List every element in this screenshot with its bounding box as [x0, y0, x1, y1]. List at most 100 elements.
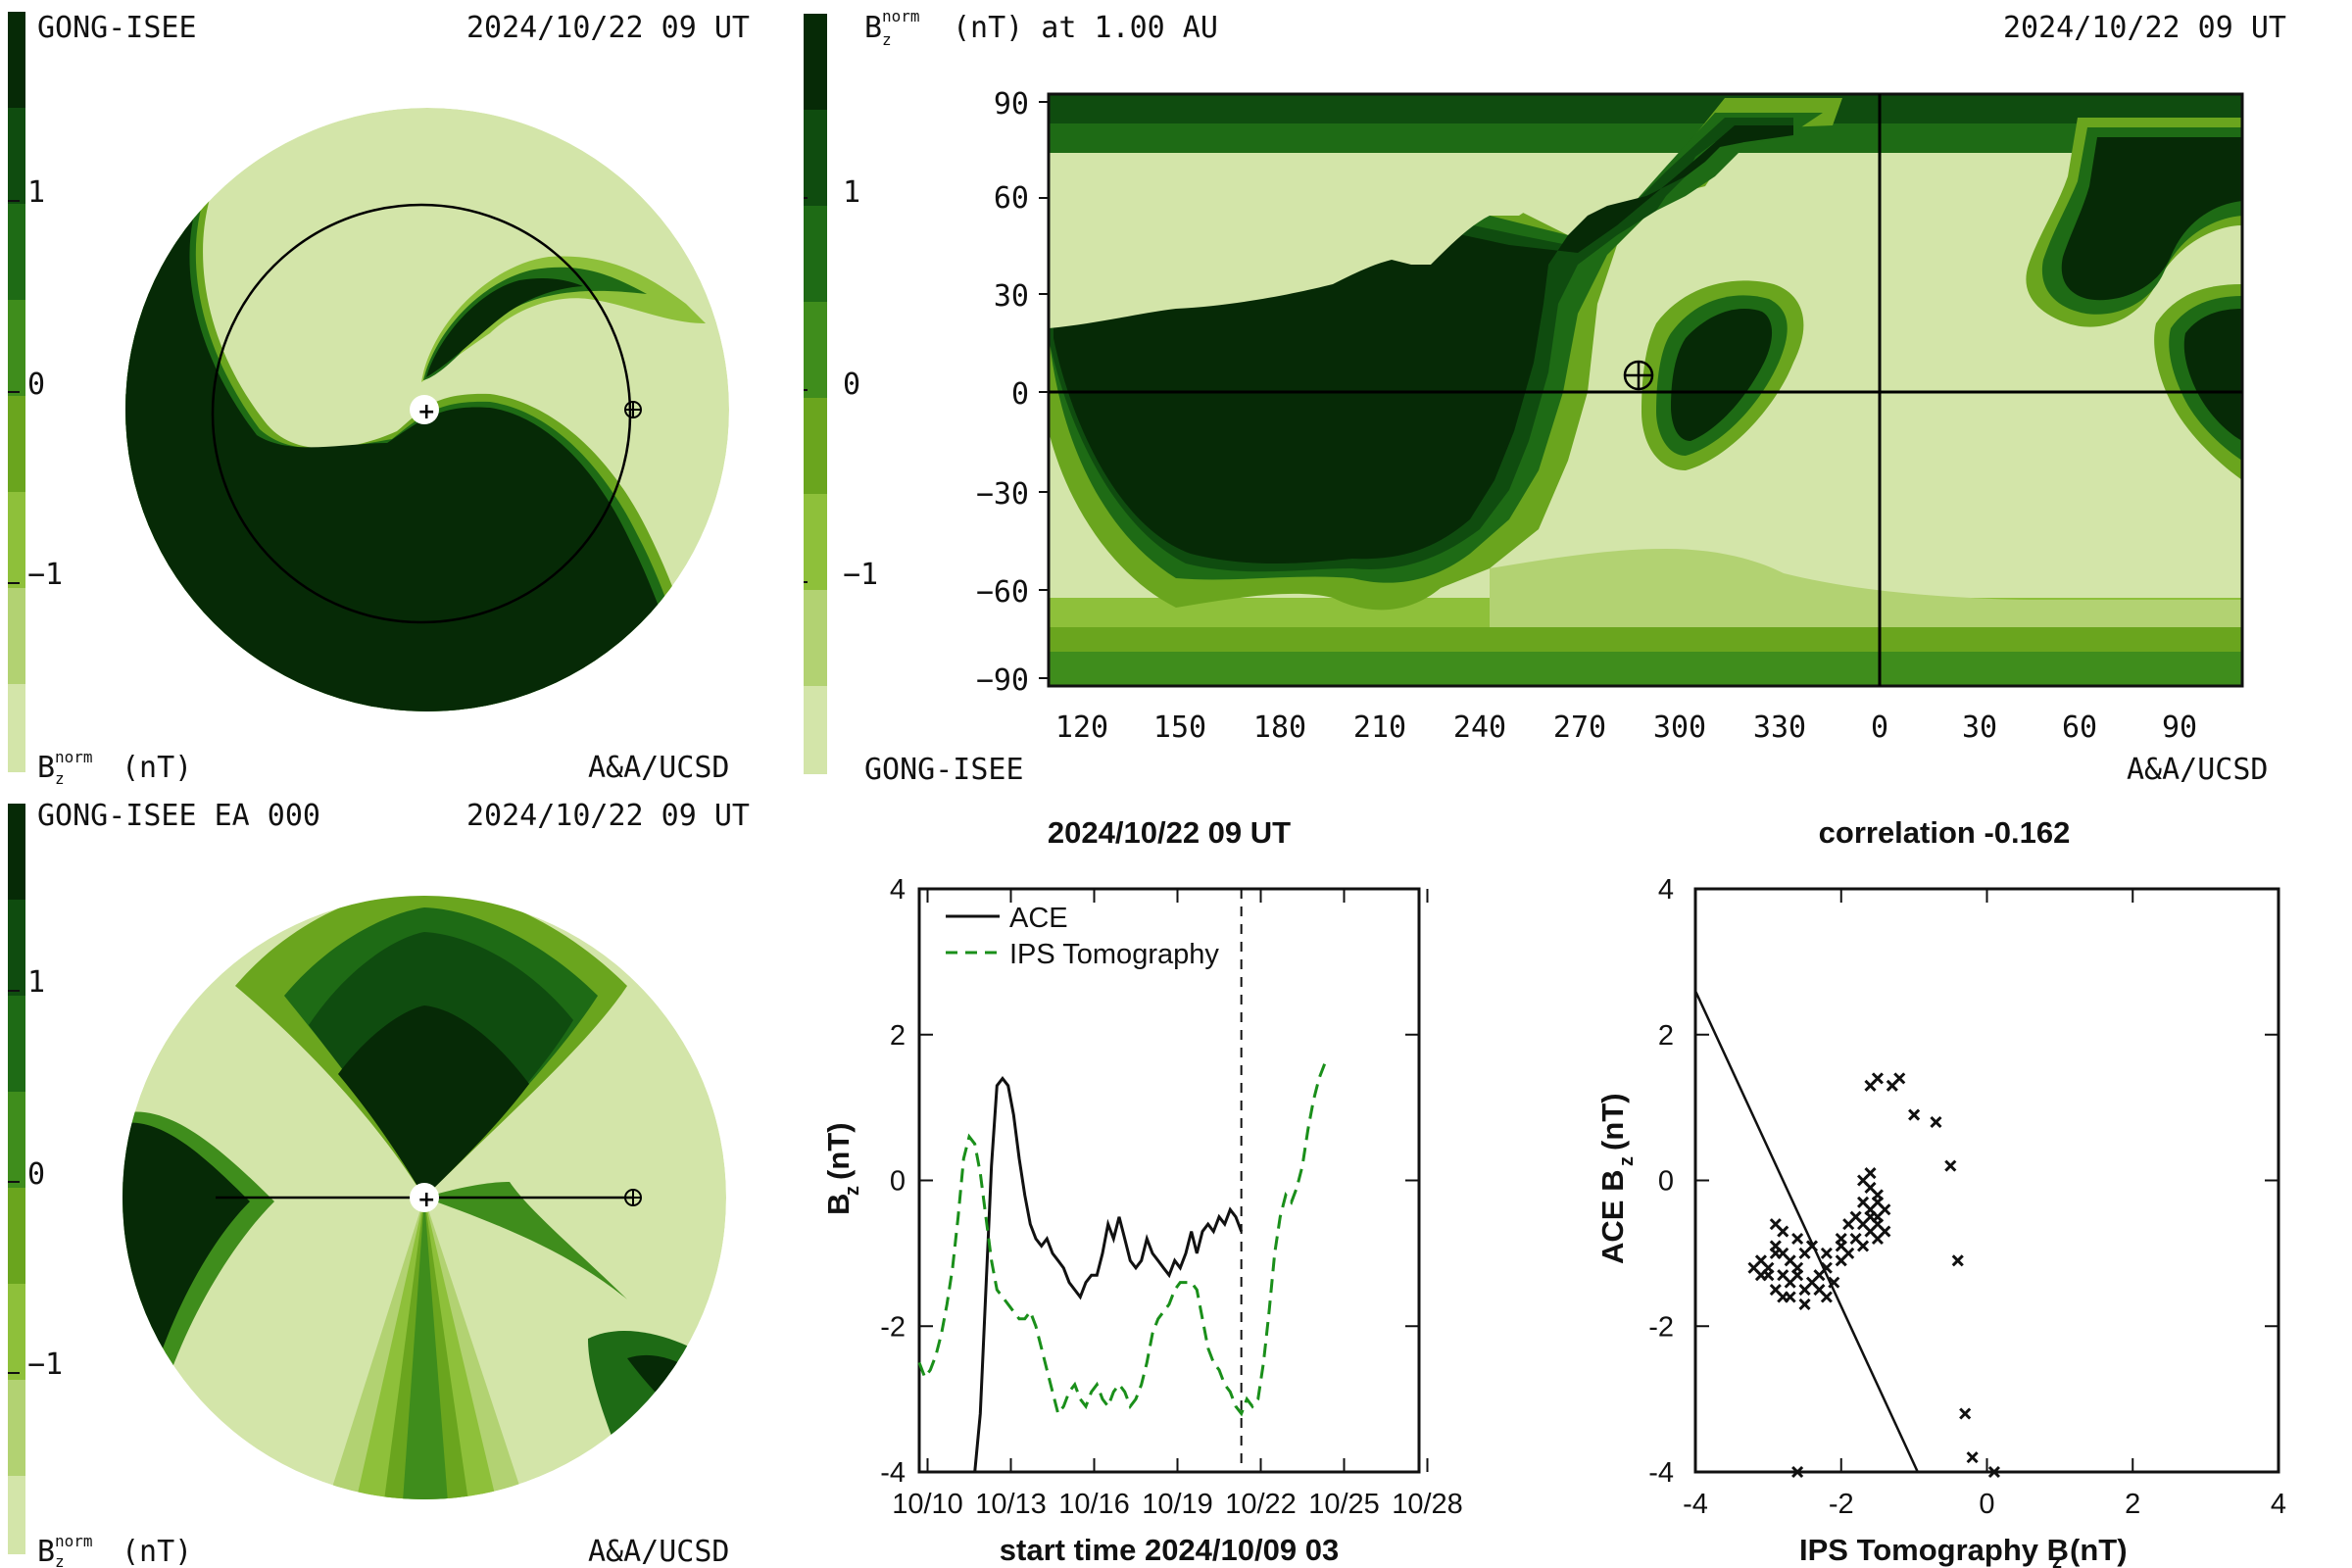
y-tick-label: -2	[880, 1311, 906, 1343]
polar-disk-top	[125, 108, 729, 711]
x-tick-label: 270	[1553, 710, 1606, 745]
x-tick-label: 10/13	[975, 1489, 1047, 1520]
svg-text:norm: norm	[55, 748, 93, 766]
series-line-ace	[973, 1075, 1244, 1473]
y-tick-label: −90	[976, 663, 1029, 698]
colorbar-tick-label: 1	[27, 175, 45, 210]
colorbar-map: 1 0 −1	[804, 14, 878, 774]
scatter-point	[1769, 1240, 1782, 1252]
y-tick-label: 0	[890, 1166, 906, 1198]
colorbar-seg	[8, 204, 25, 300]
panel-units-label: B z norm (nT)	[37, 748, 192, 788]
x-tick-label: -2	[1829, 1489, 1854, 1520]
svg-text:z: z	[2052, 1551, 2062, 1568]
map-title: B z norm (nT) at 1.00 AU	[864, 7, 1218, 49]
scatter-point	[1769, 1218, 1782, 1231]
scatter-point	[1754, 1269, 1767, 1282]
svg-text:+: +	[417, 400, 435, 424]
scatter-point	[1857, 1174, 1870, 1187]
x-axis: 10/10 10/13 10/16 10/19 10/22 10/25 10/28	[892, 889, 1463, 1520]
credit-label: A&A/UCSD	[588, 1535, 730, 1568]
chart-title: correlation -0.162	[1819, 815, 2071, 850]
svg-text:(nT): (nT)	[1595, 1093, 1630, 1151]
y-axis: 4 2 0 -2 -4	[880, 874, 1419, 1489]
y-tick-label: −30	[976, 477, 1029, 512]
y-tick-label: 30	[994, 279, 1029, 314]
scatter-point	[1849, 1232, 1862, 1246]
credit-label: A&A/UCSD	[2127, 753, 2269, 787]
sun-icon	[410, 1183, 439, 1212]
scatter-point	[1871, 1072, 1884, 1085]
y-tick-label: 60	[994, 181, 1029, 216]
colorbar-seg	[8, 396, 25, 492]
panel-source-label: GONG-ISEE EA 000	[37, 799, 320, 833]
scatter-point	[1893, 1072, 1906, 1085]
sun-icon	[410, 395, 439, 424]
y-tick-label: 90	[994, 87, 1029, 122]
scatter-point	[1959, 1407, 1972, 1420]
svg-text:(nT): (nT)	[122, 751, 192, 785]
scatter-point	[1791, 1465, 1804, 1479]
y-axis: 4 2 0 -2 -4	[1648, 874, 2278, 1489]
panel-time-label: 2024/10/22 09 UT	[466, 11, 750, 45]
y-tick-label: -2	[1648, 1311, 1674, 1343]
legend-label-ips: IPS Tomography	[1009, 939, 1219, 970]
y-tick-label: 0	[1011, 377, 1029, 412]
scatter-point	[1791, 1269, 1804, 1282]
y-tick-label: 2	[890, 1020, 906, 1052]
synoptic-map-panel: 1 0 −1 B z norm (nT) at 1.00 AU 2024/10/…	[804, 7, 2286, 787]
svg-text:(nT): (nT)	[2070, 1533, 2128, 1567]
svg-text:B: B	[37, 1535, 55, 1568]
bz-timeseries-chart: 2024/10/22 09 UT 4 2 0 -2 -4 10/10 10/13 10/16…	[821, 815, 1463, 1567]
x-tick-label: -4	[1683, 1489, 1708, 1520]
svg-text:(nT): (nT)	[821, 1122, 856, 1180]
scatter-point	[1835, 1240, 1847, 1252]
y-axis-label: B z (nT)	[821, 1122, 863, 1215]
colorbar-seg	[8, 684, 25, 772]
scatter-point	[1820, 1261, 1833, 1274]
y-tick-label: 4	[890, 874, 906, 906]
y-tick-label: 2	[1658, 1020, 1674, 1052]
y-tick-label: -4	[1648, 1457, 1674, 1489]
x-tick-label: 10/22	[1225, 1489, 1297, 1520]
earth-icon	[624, 401, 642, 418]
scatter-points	[1693, 990, 2000, 1479]
x-tick-label: 150	[1153, 710, 1206, 745]
colorbar-tick-label: −1	[27, 1348, 63, 1382]
x-tick-label: 10/28	[1392, 1489, 1463, 1520]
x-tick-label: 10/16	[1058, 1489, 1130, 1520]
polar-panel-bottom: 1 0 −1 GONG-ISEE EA 000 2024/10/22 09 UT…	[8, 799, 750, 1568]
svg-text:z: z	[842, 1186, 863, 1196]
svg-text:z: z	[882, 30, 892, 49]
earth-icon	[1623, 360, 1654, 391]
scatter-point	[1879, 1225, 1891, 1238]
x-tick-label: 2	[2125, 1489, 2140, 1520]
svg-text:B: B	[37, 751, 55, 785]
y-tick-label: −60	[976, 575, 1029, 610]
scatter-point	[1791, 1232, 1804, 1246]
x-tick-label: 0	[1979, 1489, 1994, 1520]
svg-text:norm: norm	[55, 1532, 93, 1550]
chart-title: 2024/10/22 09 UT	[1048, 815, 1291, 850]
x-tick-label: 10/19	[1142, 1489, 1213, 1520]
svg-text:z: z	[55, 1552, 65, 1568]
x-tick-label: 10/25	[1308, 1489, 1380, 1520]
scatter-point	[1798, 1298, 1811, 1310]
colorbar-bottom: 1 0 −1	[8, 804, 63, 1554]
y-tick-label: 4	[1658, 874, 1674, 906]
scatter-point	[1857, 1218, 1870, 1231]
scatter-point	[1966, 1451, 1979, 1464]
series-line-ips	[917, 1062, 1331, 1417]
map-frame	[1047, 92, 2244, 688]
legend-label-ace: ACE	[1009, 903, 1068, 934]
earth-icon	[624, 1189, 642, 1206]
x-tick-label: 300	[1653, 710, 1706, 745]
x-tick-label: 10/10	[892, 1489, 963, 1520]
scatter-point	[1820, 1247, 1833, 1259]
polar-panel-top: 1 0 −1 GONG-ISEE 2024/10/22 09 UT + B z …	[8, 11, 750, 788]
credit-label: A&A/UCSD	[588, 751, 730, 785]
regression-line	[1693, 990, 1919, 1473]
colorbar-seg	[8, 108, 25, 204]
y-tick-label: 0	[1658, 1166, 1674, 1198]
x-tick-label: 0	[1871, 710, 1888, 745]
